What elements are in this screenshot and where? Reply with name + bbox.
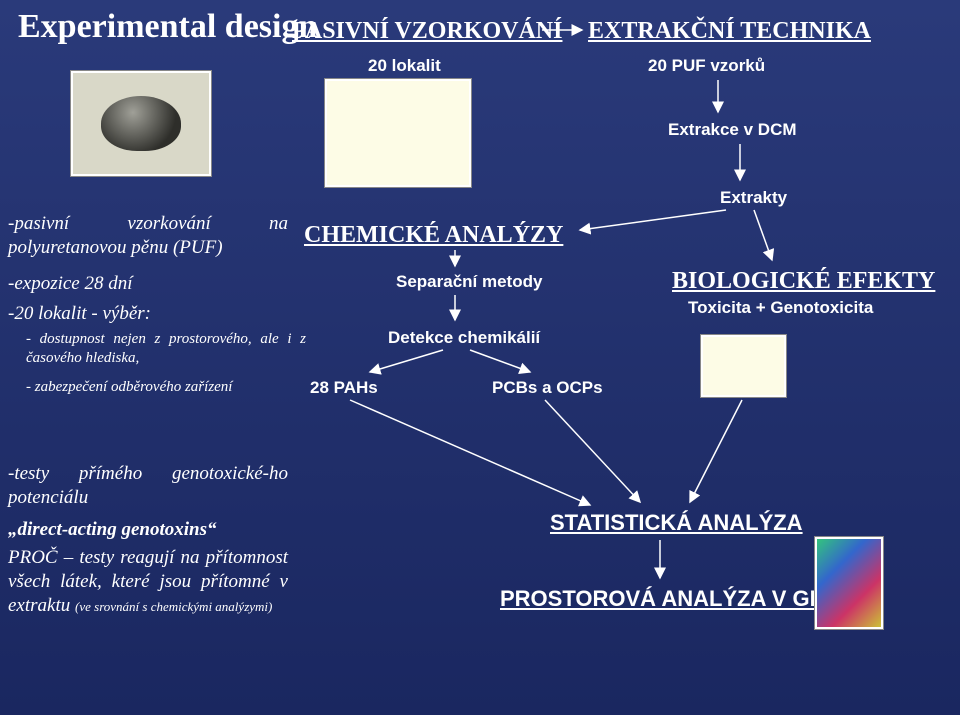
photo-sampler: [70, 70, 212, 177]
label-20-lokalit: 20 lokalit: [368, 56, 441, 76]
label-extrakce-dcm: Extrakce v DCM: [668, 120, 797, 140]
header-statisticka-analyza: STATISTICKÁ ANALÝZA: [550, 510, 803, 536]
left-line-3: -20 lokalit - výběr:: [8, 302, 288, 326]
page-title: Experimental design: [18, 8, 317, 46]
label-detekce-chemikalii: Detekce chemikálií: [388, 328, 540, 348]
left-line-6: -testy přímého genotoxické-ho potenciálu: [8, 462, 288, 510]
left-line-1: -pasivní vzorkování na polyuretanovou pě…: [8, 212, 288, 260]
header-chem-analyzy: CHEMICKÉ ANALÝZY: [304, 222, 563, 249]
left-line-8: PROČ – testy reagují na přítomnost všech…: [8, 546, 288, 617]
photo-dna-placeholder: [814, 536, 884, 630]
label-toxicita-genotoxicita: Toxicita + Genotoxicita: [688, 298, 873, 318]
left-line-8b: (ve srovnání s chemickými analýzymi): [75, 599, 272, 614]
header-prostorova-analyza: PROSTOROVÁ ANALÝZA V GIS: [500, 586, 830, 612]
left-line-2: -expozice 28 dní: [8, 272, 288, 296]
left-line-4: - dostupnost nejen z prostorového, ale i…: [8, 330, 306, 368]
header-pasivni: PASIVNÍ VZORKOVÁNÍ: [292, 18, 562, 45]
left-line-7: „direct-acting genotoxins“: [8, 518, 288, 542]
label-pcbs-ocps: PCBs a OCPs: [492, 378, 603, 398]
header-biologicke-efekty: BIOLOGICKÉ EFEKTY: [672, 268, 935, 295]
left-line-5: - zabezpečení odběrového zařízení: [8, 378, 306, 397]
label-28-pahs: 28 PAHs: [310, 378, 378, 398]
label-20-puf: 20 PUF vzorků: [648, 56, 765, 76]
header-extrakcni: EXTRAKČNÍ TECHNIKA: [588, 18, 871, 45]
label-separacni-metody: Separační metody: [396, 272, 542, 292]
photo-lokalit-placeholder: [324, 78, 472, 188]
label-extrakty: Extrakty: [720, 188, 787, 208]
photo-bio-placeholder: [700, 334, 787, 398]
